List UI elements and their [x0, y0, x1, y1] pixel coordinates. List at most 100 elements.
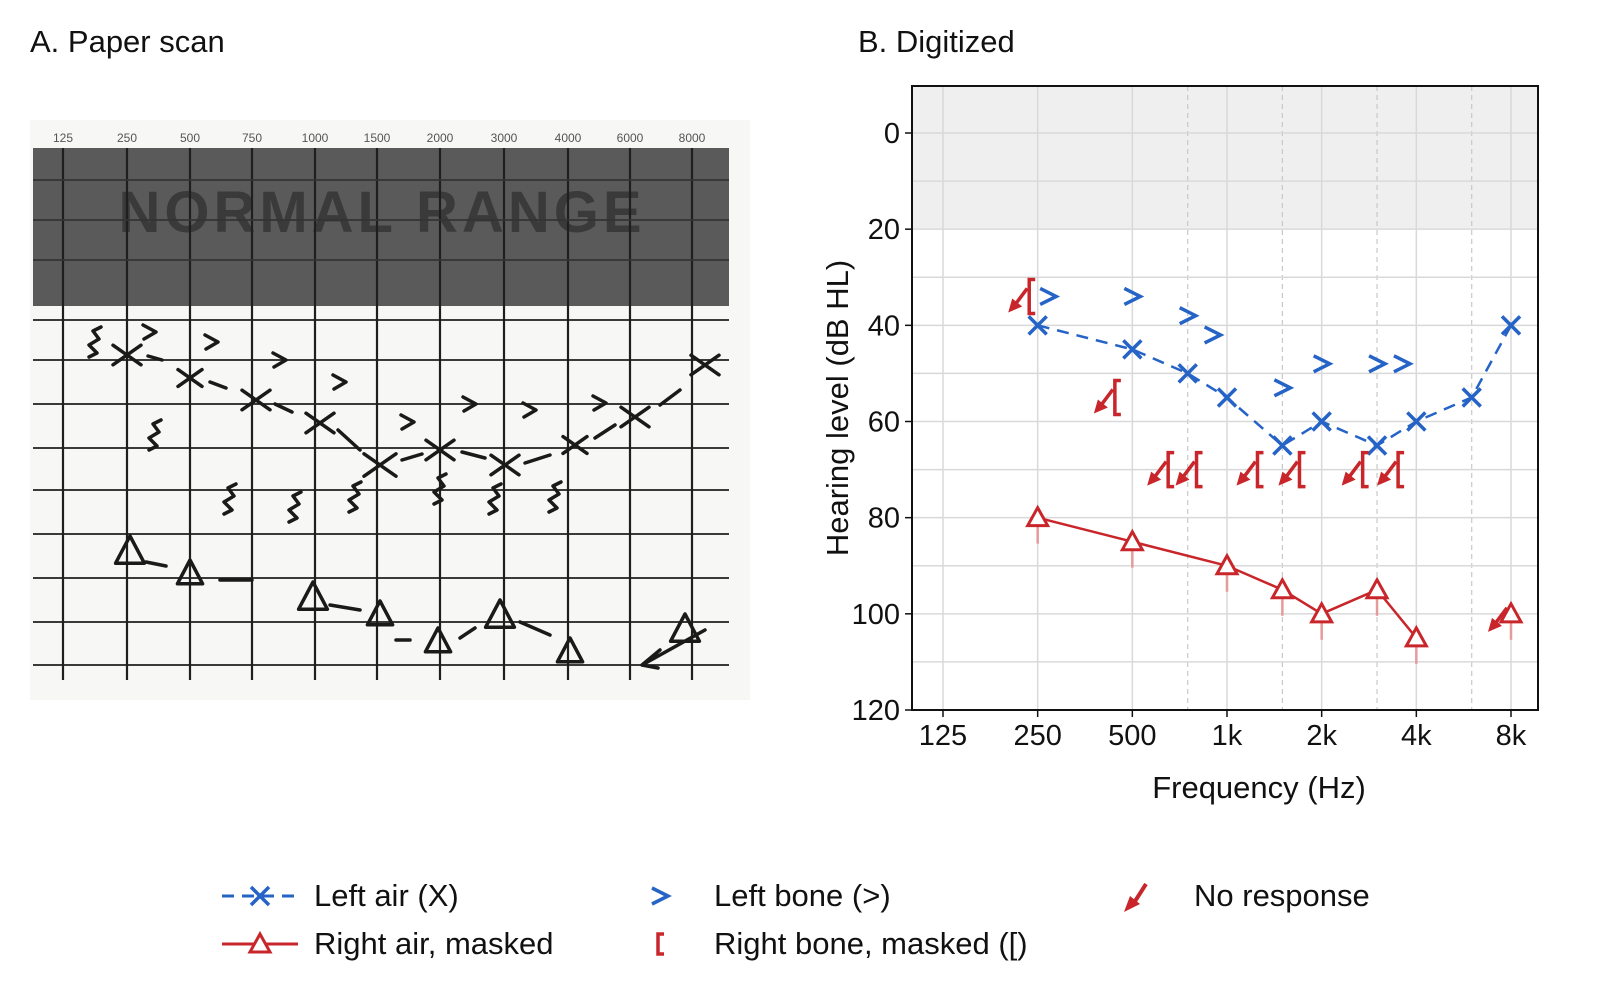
paper-scan-image: 125 250 500 750 1000 1500 2000 3000 4000 6000 8000… — [30, 120, 750, 700]
legend-item-right-air: Right air, masked — [220, 924, 554, 964]
left-air-point — [1500, 315, 1522, 336]
x-tick-label: 500 — [1108, 720, 1156, 752]
scan-frequency-label: 750 — [242, 131, 262, 145]
no-response-arrow — [1152, 460, 1168, 479]
scan-frequency-label: 6000 — [617, 131, 644, 145]
scan-bracket-mark — [547, 480, 563, 514]
left-air-point — [1406, 411, 1427, 432]
scan-bracket-mark — [432, 472, 448, 506]
right-air-point — [1309, 600, 1335, 624]
scan-frequency-labels: 125 250 500 750 1000 1500 2000 3000 4000 6000 8000 — [53, 131, 706, 145]
left-air-point — [1461, 387, 1482, 408]
scan-bone-mark — [591, 394, 608, 412]
x-tick-label: 4k — [1401, 720, 1432, 752]
no-response-arrow — [1013, 287, 1029, 306]
left-air-point — [1027, 315, 1048, 336]
left-air-point — [1272, 435, 1293, 456]
legend-label: Right bone, masked ([) — [714, 926, 1028, 961]
scan-triangle-mark — [555, 636, 585, 664]
y-tick-label: 100 — [852, 599, 900, 631]
scan-frequency-label: 3000 — [491, 131, 518, 145]
x-axis-label: Frequency (Hz) — [1152, 770, 1366, 805]
scan-x-mark — [111, 343, 143, 367]
y-tick-label: 40 — [868, 310, 900, 342]
no-response-arrow — [1493, 606, 1509, 625]
no-response-arrow-icon — [1124, 882, 1148, 912]
normal-range-shading — [912, 86, 1538, 230]
left-bone-point — [1039, 286, 1061, 307]
scan-triangle-mark — [175, 558, 205, 586]
scan-bone-mark — [399, 413, 416, 431]
y-tick-label: 120 — [852, 695, 900, 727]
no-response-arrow — [1181, 460, 1196, 479]
scan-bone-mark — [141, 323, 158, 341]
right-bone-point — [1255, 450, 1264, 489]
right-air-point — [1498, 600, 1524, 624]
no-response-arrow — [1347, 460, 1363, 479]
scan-bracket-mark — [147, 418, 163, 452]
right-bone-point — [1166, 450, 1175, 489]
y-axis-label: Hearing level (dB HL) — [820, 260, 855, 556]
no-response-arrowhead — [1377, 471, 1392, 486]
right-bone-point — [1360, 450, 1369, 489]
y-tick-label: 0 — [884, 118, 900, 150]
right-air-point — [1214, 552, 1240, 576]
scan-triangle-mark — [113, 534, 147, 565]
left-air-point — [1122, 339, 1143, 360]
y-tick-label: 20 — [868, 214, 900, 246]
scan-bone-mark — [203, 333, 220, 351]
normal-range-band — [33, 148, 729, 306]
x-tick-label: 1k — [1212, 720, 1243, 752]
plot-frame — [911, 85, 1539, 711]
scan-bracket-mark — [222, 482, 238, 516]
x-tick-label: 125 — [919, 720, 967, 752]
scan-x-mark — [362, 452, 398, 478]
right-bone-point — [1297, 450, 1306, 489]
left-air-point — [1311, 411, 1332, 432]
left-bone-point — [1273, 378, 1295, 398]
left-bone-point — [1368, 354, 1389, 374]
left-bone-point — [1123, 286, 1145, 307]
x-tick-label: 250 — [1013, 720, 1061, 752]
no-response-arrowhead — [1341, 471, 1356, 486]
legend-item-left-air: Left air (X) — [220, 876, 459, 916]
scan-triangle-mark — [483, 598, 517, 629]
no-response-arrowhead — [1278, 471, 1293, 486]
right-bone-point — [1194, 450, 1203, 489]
scan-x-mark — [619, 405, 651, 429]
scan-bracket-mark — [347, 480, 363, 514]
left-bone-point — [1312, 354, 1334, 374]
scan-bracket-mark — [87, 325, 103, 359]
scan-bone-mark — [271, 351, 288, 369]
normal-range-band — [912, 86, 1538, 230]
scan-grid — [33, 148, 729, 680]
scan-frequency-label: 2000 — [427, 131, 454, 145]
legend-item-left-bone: Left bone (>) — [620, 876, 891, 916]
left-bone-marker-icon — [651, 886, 672, 906]
scan-triangle-mark — [365, 599, 395, 627]
left-bone-point — [1393, 354, 1414, 374]
x-tick-label: 8k — [1496, 720, 1527, 752]
scan-x-mark — [689, 353, 721, 377]
legend-item-right-bone: Right bone, masked ([) — [620, 924, 1028, 964]
normal-range-text: NORMAL RANGE — [118, 180, 645, 245]
scan-frequency-label: 125 — [53, 131, 73, 145]
no-response-arrowhead — [1147, 471, 1162, 486]
panel-b-title: B. Digitized — [858, 24, 1015, 59]
left-bone-point — [1178, 306, 1200, 326]
right-bone-point — [1396, 450, 1405, 489]
scan-x-mark — [240, 388, 272, 412]
legend-label: Left air (X) — [314, 878, 459, 913]
no-response-arrow — [1099, 388, 1115, 407]
scan-triangle-mark — [423, 626, 453, 654]
legend-label: No response — [1194, 878, 1370, 913]
right-air-point — [1403, 624, 1429, 648]
legend-label: Right air, masked — [314, 926, 554, 961]
scan-frequency-label: 250 — [117, 131, 137, 145]
scan-x-mark — [304, 411, 336, 435]
scan-frequency-label: 4000 — [555, 131, 582, 145]
no-response-arrow — [1242, 460, 1257, 479]
scan-triangle-mark — [296, 580, 330, 611]
x-tick-label: 2k — [1306, 720, 1337, 752]
